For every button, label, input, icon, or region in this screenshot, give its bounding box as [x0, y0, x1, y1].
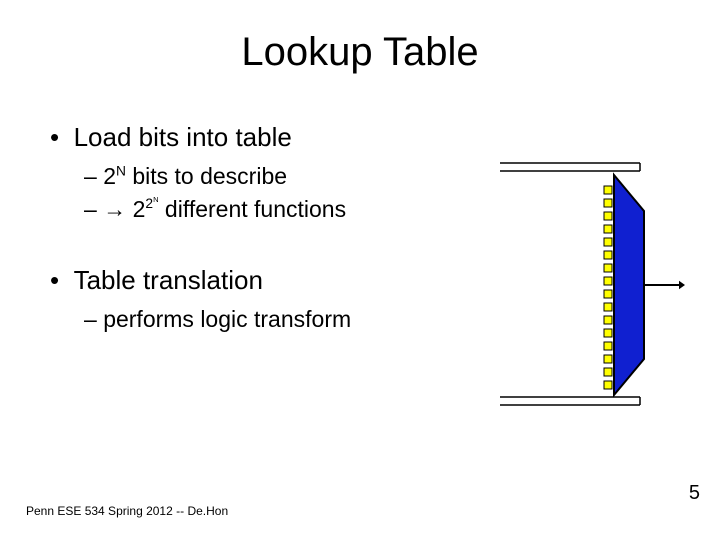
bullet-1-sub-2: – → 22N different functions	[84, 194, 470, 225]
slide-title: Lookup Table	[0, 30, 720, 75]
b1s1-supN: N	[116, 163, 126, 178]
slide-body: • Load bits into table – 2N bits to desc…	[50, 120, 470, 337]
page-number: 5	[689, 482, 700, 505]
b1s2-supN: N	[153, 195, 158, 204]
b1s2-base: 2	[133, 196, 146, 222]
b1s1-post: bits to describe	[126, 163, 287, 189]
b1s2-arrow: →	[103, 196, 132, 222]
b1s2-post: different functions	[159, 196, 347, 222]
b1s2-sup2: 2	[145, 196, 153, 211]
b2s1-text: performs logic transform	[103, 306, 351, 332]
bullet-2-sub-1: – performs logic transform	[84, 304, 470, 335]
footer-text: Penn ESE 534 Spring 2012 -- De.Hon	[26, 504, 228, 518]
slide: { "title": "Lookup Table", "bullets": { …	[0, 0, 720, 540]
bullet-1-sub-1: – 2N bits to describe	[84, 161, 470, 192]
bullet-2: • Table translation	[50, 263, 470, 298]
bullet-1: • Load bits into table	[50, 120, 470, 155]
lookup-table-diagram	[490, 155, 690, 415]
bullet-2-text: Table translation	[74, 265, 263, 295]
bullet-1-text: Load bits into table	[74, 122, 292, 152]
b1s1-base: 2	[103, 163, 116, 189]
